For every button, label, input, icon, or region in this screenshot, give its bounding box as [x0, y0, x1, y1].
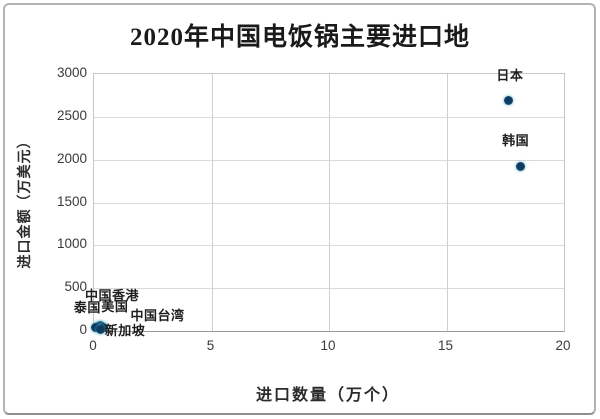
- y-axis-title: 进口金额（万美元）: [16, 133, 32, 269]
- y-tick-label: 0: [79, 322, 87, 337]
- data-point-singapore: [95, 324, 105, 334]
- data-label-china-hongkong: 中国香港: [85, 288, 140, 304]
- gridline-vertical: [329, 74, 330, 331]
- data-point-korea: [516, 161, 526, 171]
- plot-area: [93, 73, 565, 332]
- gridline-vertical: [446, 74, 448, 331]
- data-label-japan: 日本: [496, 68, 524, 84]
- y-tick-label: 2500: [56, 107, 87, 123]
- data-point-thailand: [90, 322, 100, 332]
- x-axis-title: 进口数量（万个）: [255, 387, 400, 404]
- chart-title: 2020年中国电饭锅主要进口地: [129, 24, 470, 51]
- data-label-thailand: 泰国: [73, 300, 101, 315]
- data-label-singapore: 新加坡: [104, 323, 146, 339]
- data-label-usa: 美国: [101, 298, 129, 314]
- data-label-korea: 韩国: [502, 133, 530, 149]
- x-tick-label: 0: [89, 338, 97, 353]
- y-tick-label: 3000: [56, 65, 87, 80]
- y-tick-label: 1500: [56, 193, 87, 209]
- gridline-vertical: [211, 74, 213, 331]
- y-tick-label: 500: [64, 279, 87, 295]
- data-point-japan: [504, 95, 514, 105]
- y-tick-label: 1000: [56, 236, 87, 252]
- x-tick-label: 10: [320, 338, 336, 353]
- x-tick-label: 5: [206, 338, 215, 353]
- x-tick-label: 15: [437, 338, 454, 353]
- data-label-china-taiwan: 中国台湾: [130, 307, 185, 323]
- y-tick-label: 2000: [56, 150, 87, 166]
- x-tick-label: 20: [555, 338, 571, 353]
